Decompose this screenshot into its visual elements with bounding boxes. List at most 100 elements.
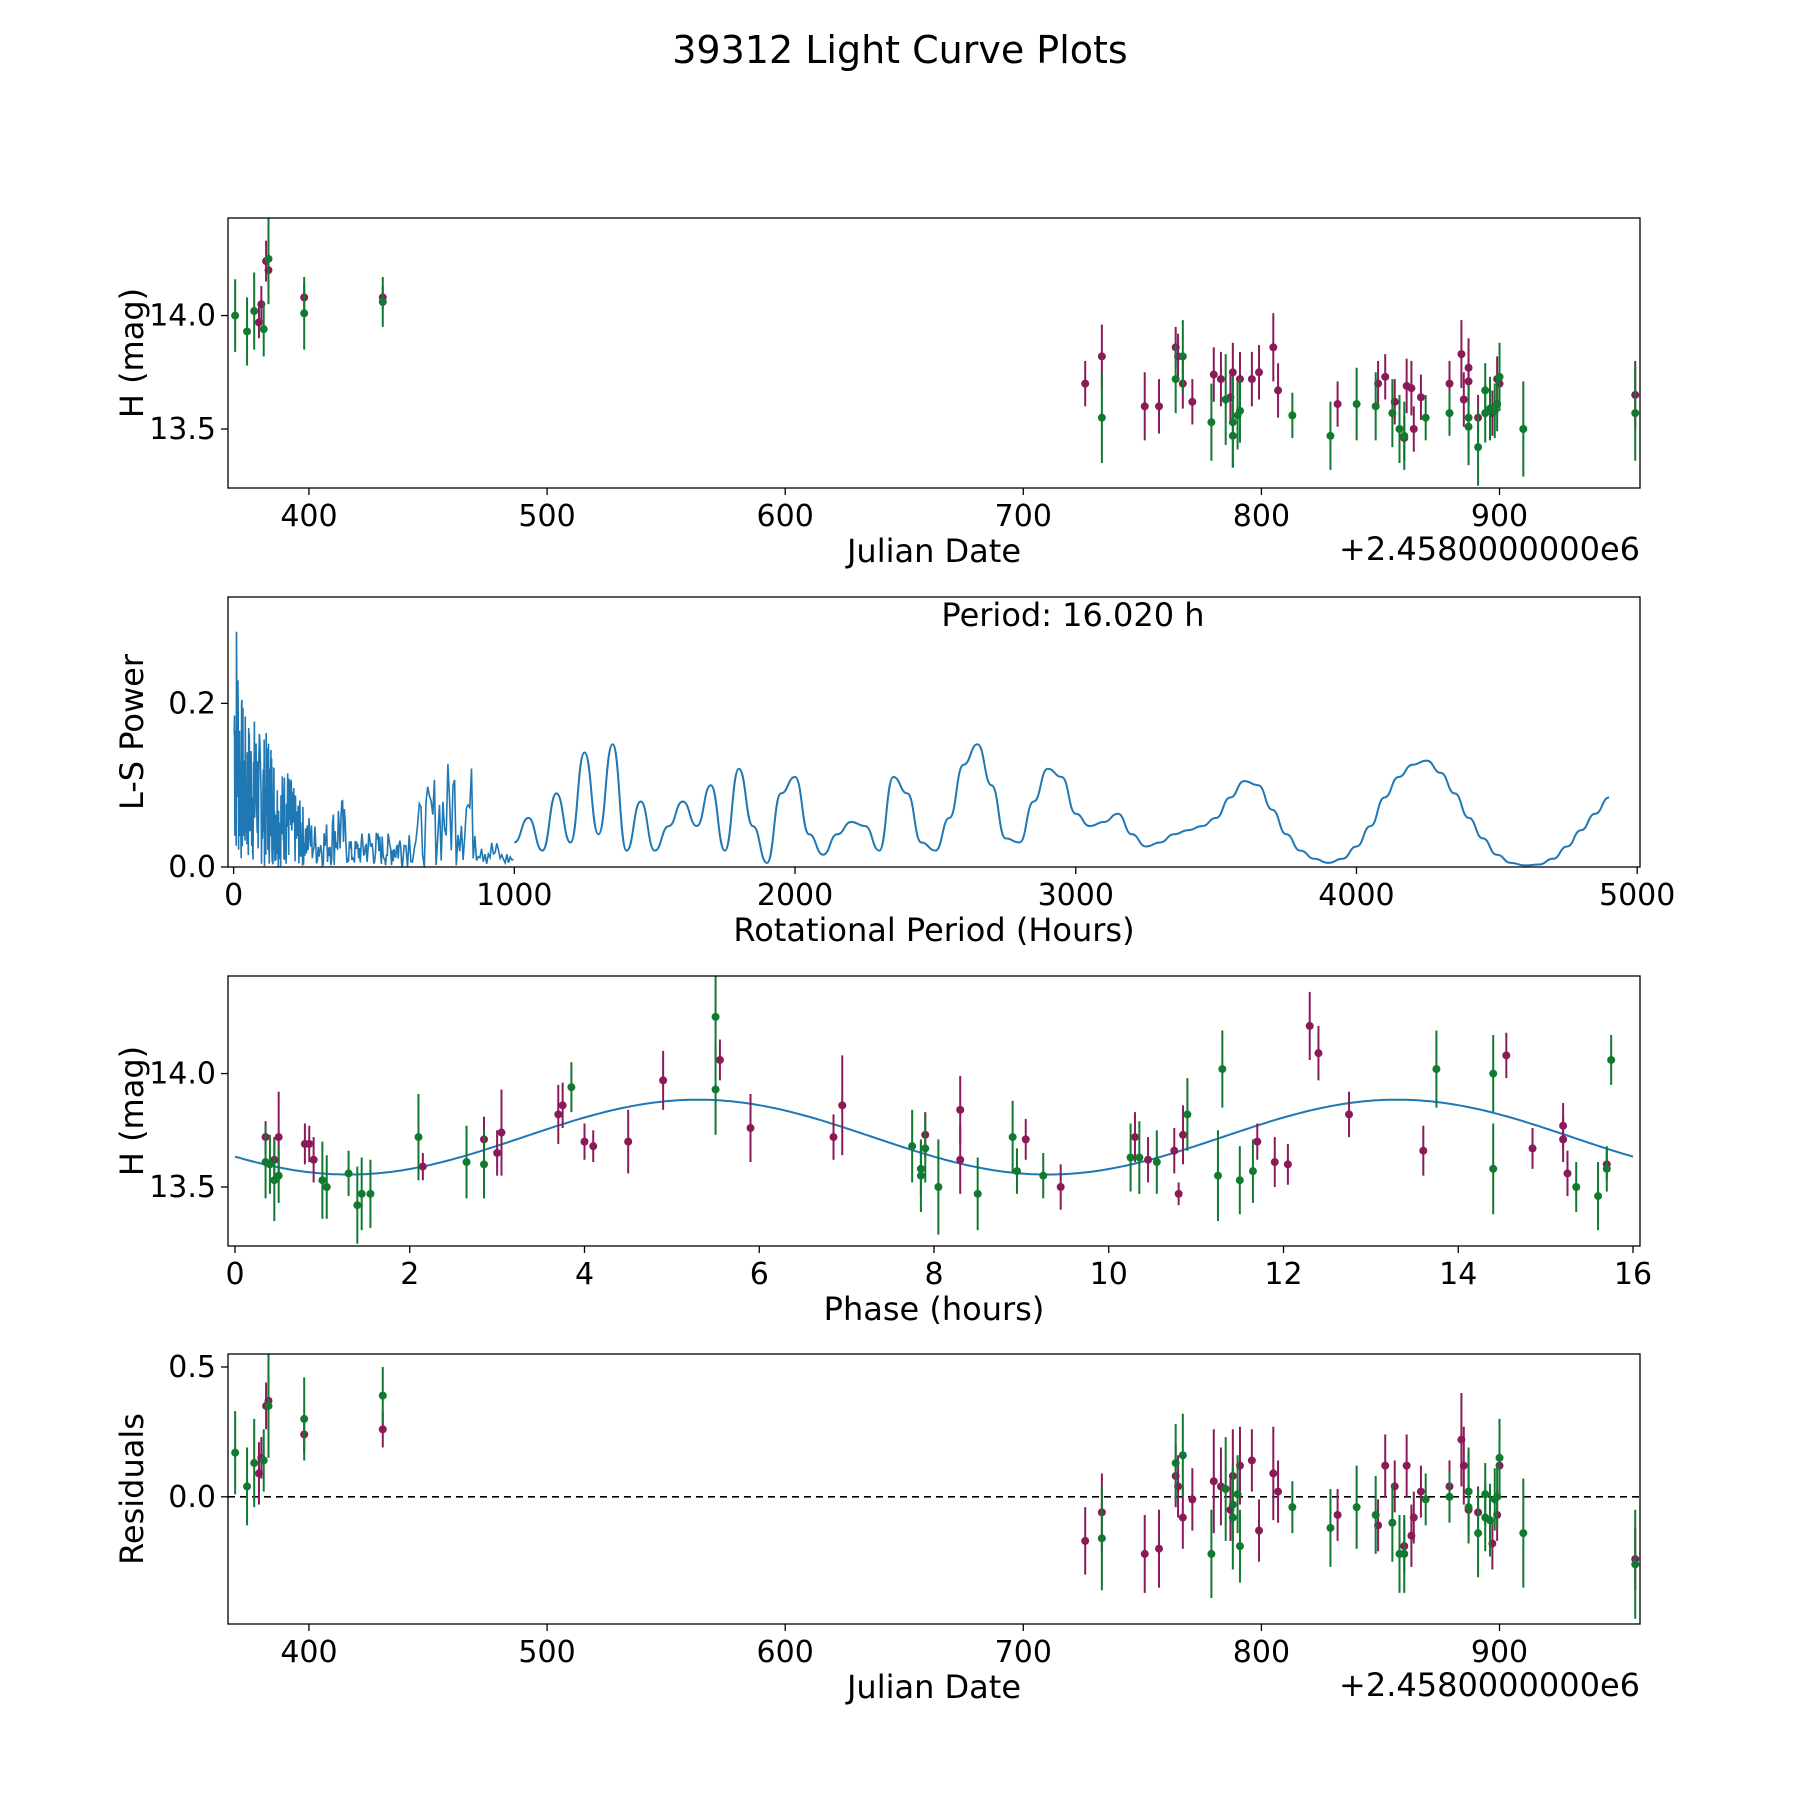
data-point: [1248, 1167, 1257, 1176]
data-point: [1209, 370, 1218, 379]
data-point: [1174, 1189, 1183, 1198]
x-tick-label: 4: [575, 1257, 594, 1292]
data-point: [243, 1482, 252, 1491]
data-point: [1572, 1183, 1581, 1192]
data-point: [1400, 431, 1409, 440]
data-point: [305, 1139, 314, 1148]
data-point: [231, 1448, 240, 1457]
data-point: [1445, 409, 1454, 418]
data-point: [1216, 375, 1225, 384]
data-point: [378, 1391, 387, 1400]
data-point: [264, 1401, 273, 1410]
x-tick-label: 10: [1090, 1257, 1128, 1292]
axes-frame: [227, 975, 1641, 1247]
data-point: [1209, 1477, 1218, 1486]
data-point: [318, 1176, 327, 1185]
data-point: [589, 1142, 598, 1151]
x-tick-label: 800: [1233, 499, 1290, 534]
data-point: [1409, 425, 1418, 434]
data-point: [353, 1201, 362, 1210]
data-point: [1464, 422, 1473, 431]
data-point: [1155, 402, 1164, 411]
data-point: [711, 1085, 720, 1094]
data-point: [1400, 1549, 1409, 1558]
data-point: [378, 1425, 387, 1434]
data-point: [829, 1133, 838, 1142]
data-point: [567, 1083, 576, 1092]
data-point: [1179, 1130, 1188, 1139]
data-point: [1495, 372, 1504, 381]
data-point: [1213, 1171, 1222, 1180]
data-point: [378, 297, 387, 306]
data-point: [1352, 400, 1361, 409]
y-tick-label: 0.2: [168, 686, 216, 721]
data-point: [414, 1133, 423, 1142]
data-point: [274, 1133, 283, 1142]
y-tick-label: 14.0: [149, 1057, 216, 1092]
data-point: [1008, 1133, 1017, 1142]
data-point: [1188, 1495, 1197, 1504]
plot-area: [228, 1354, 1640, 1619]
x-tick-label: 500: [518, 499, 575, 534]
data-point: [250, 1459, 259, 1468]
data-point: [1474, 443, 1483, 452]
data-point: [1269, 1469, 1278, 1478]
x-tick-label: 14: [1439, 1257, 1477, 1292]
data-point: [259, 1456, 268, 1465]
data-point: [1419, 1146, 1428, 1155]
periodogram-curve: [513, 743, 1610, 867]
data-point: [1381, 372, 1390, 381]
data-point: [1421, 413, 1430, 422]
data-point: [715, 1055, 724, 1064]
data-point: [1097, 413, 1106, 422]
data-point: [1559, 1135, 1568, 1144]
data-point: [264, 254, 273, 263]
x-tick-label: 0: [224, 878, 243, 913]
data-point: [1464, 377, 1473, 386]
x-tick-label: 8: [924, 1257, 943, 1292]
data-point: [1464, 1487, 1473, 1496]
data-point: [1333, 400, 1342, 409]
x-axis-label: Phase (hours): [824, 1290, 1045, 1328]
data-point: [274, 1171, 283, 1180]
data-point: [1218, 1065, 1227, 1074]
plot-area: [231, 218, 1640, 486]
data-point: [1416, 1487, 1425, 1496]
x-tick-label: 16: [1614, 1257, 1652, 1292]
data-point: [554, 1110, 563, 1119]
data-point: [1228, 1500, 1237, 1509]
data-point: [1445, 1492, 1454, 1501]
data-point: [243, 327, 252, 336]
data-point: [1170, 1146, 1179, 1155]
data-point: [1274, 1487, 1283, 1496]
data-point: [1314, 1049, 1323, 1058]
data-point: [746, 1124, 755, 1133]
x-tick-label: 1000: [476, 878, 552, 913]
data-point: [1235, 1542, 1244, 1551]
x-tick-label: 900: [1471, 499, 1528, 534]
data-point: [1345, 1110, 1354, 1119]
light-curve-panel: 400 500 600 700 800 900 13.5 14.0 Julian Date H (…: [113, 217, 1641, 570]
data-point: [493, 1148, 502, 1157]
data-point: [300, 309, 309, 318]
x-axis-label: Rotational Period (Hours): [733, 911, 1134, 949]
data-point: [1188, 397, 1197, 406]
data-point: [1235, 1176, 1244, 1185]
data-point: [231, 311, 240, 320]
data-point: [711, 1012, 720, 1021]
data-point: [1489, 1069, 1498, 1078]
data-point: [418, 1162, 427, 1171]
data-point: [973, 1189, 982, 1198]
data-point: [1155, 1544, 1164, 1553]
data-point: [1305, 1021, 1314, 1030]
phase-folded-panel: 0 2 4 6 8 10 12 14 16 13.5 14.0 Phase (hours) H (mag…: [113, 975, 1652, 1328]
data-point: [1333, 1510, 1342, 1519]
data-point: [1371, 402, 1380, 411]
data-point: [1056, 1183, 1065, 1192]
data-point: [1097, 352, 1106, 361]
data-point: [1097, 1534, 1106, 1543]
data-point: [1288, 1503, 1297, 1512]
data-point: [558, 1101, 567, 1110]
data-point: [300, 1414, 309, 1423]
data-point: [1519, 425, 1528, 434]
